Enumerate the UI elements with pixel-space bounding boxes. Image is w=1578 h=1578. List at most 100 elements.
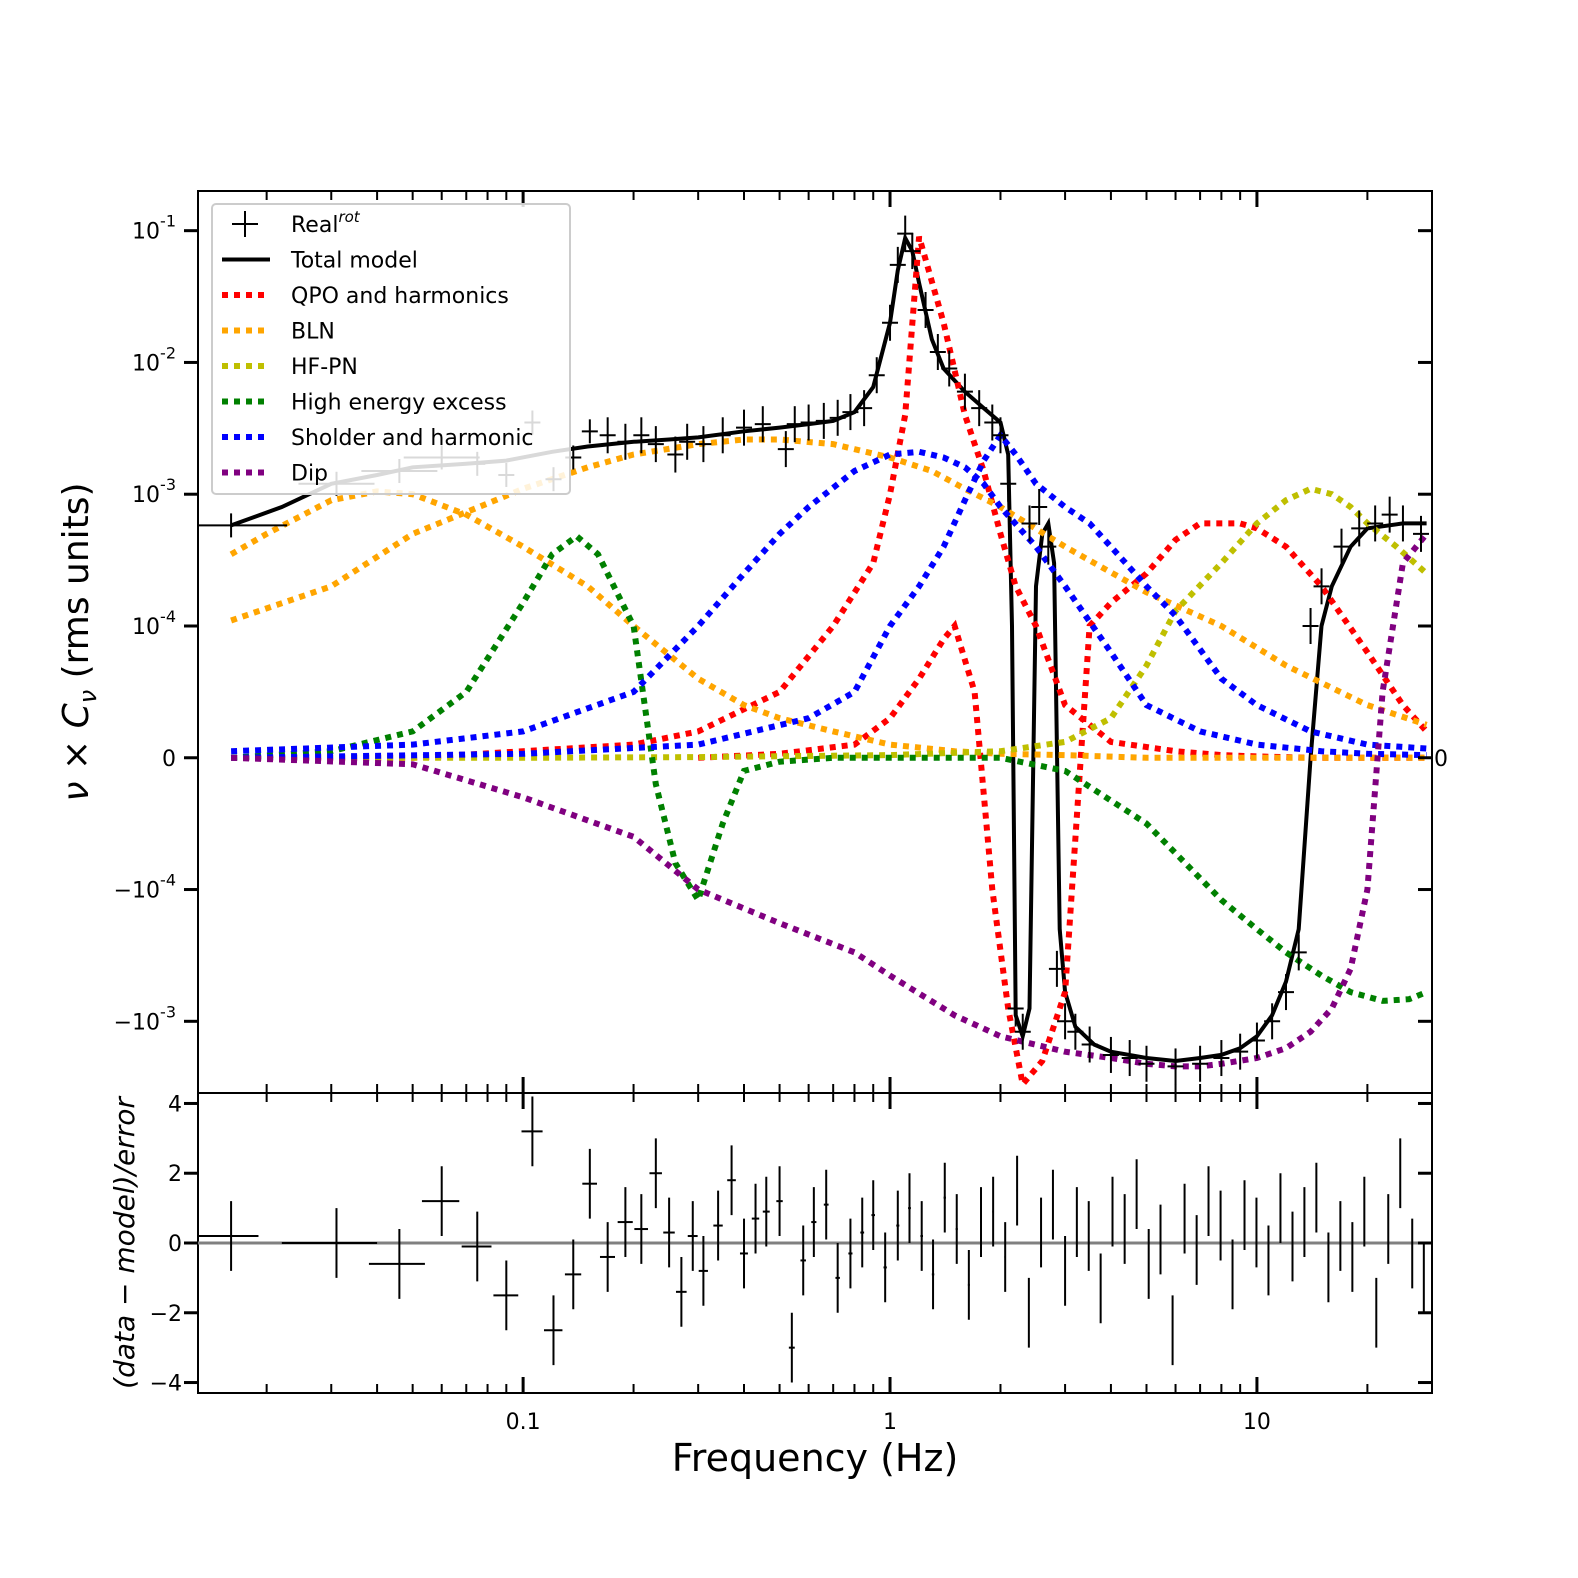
data-point: [1248, 1022, 1265, 1059]
data-point: [1138, 1045, 1155, 1082]
residual-point: [1087, 1201, 1090, 1271]
data-point: [941, 350, 958, 387]
data-point: [956, 373, 973, 410]
residual-point: [931, 1239, 935, 1310]
residual-y-tick-label: −2: [150, 1302, 182, 1327]
legend-label: Realrot: [291, 208, 361, 238]
y-tick-label-exp: -4: [160, 607, 176, 626]
data-point: [868, 357, 885, 394]
x-tick-label: 10: [1243, 1410, 1271, 1435]
data-point: [633, 417, 650, 454]
residual-point: [823, 1169, 829, 1240]
residual-point: [788, 1312, 795, 1383]
residual-point: [1027, 1277, 1030, 1348]
y-tick-label-base: 10: [132, 351, 160, 376]
data-point: [842, 394, 859, 431]
y-tick-label-exp: -3: [160, 475, 176, 494]
residual-point: [1075, 1187, 1078, 1257]
data-point: [647, 426, 664, 463]
data-point: [1067, 1013, 1084, 1050]
residual-point: [461, 1211, 492, 1282]
y-tick-label: 10-1: [132, 212, 176, 245]
legend-item: HF-PN: [222, 355, 358, 380]
residual-point: [980, 1187, 983, 1257]
x-axis-title: Frequency (Hz): [672, 1436, 959, 1480]
data-point: [984, 404, 1001, 441]
residual-point: [776, 1166, 783, 1237]
residual-point: [908, 1173, 911, 1243]
data-point: [829, 399, 846, 436]
residual-y-tick-label: 2: [168, 1162, 182, 1187]
residual-point: [1051, 1169, 1054, 1240]
data-point: [971, 390, 988, 427]
residual-point: [860, 1197, 865, 1268]
data-point: [754, 406, 771, 443]
residual-point: [698, 1236, 708, 1306]
data-point: [1302, 607, 1319, 644]
data-point: [786, 406, 803, 443]
data-point: [1367, 505, 1384, 542]
legend-item: Dip: [222, 462, 328, 487]
residual-y-tick-label: 4: [168, 1092, 182, 1117]
ylabel-times: ×: [56, 728, 97, 781]
ylabel-nu: ν: [56, 781, 97, 801]
residual-point: [564, 1239, 582, 1310]
data-point: [667, 436, 684, 473]
residual-point: [543, 1295, 563, 1366]
residual-point: [421, 1166, 460, 1237]
x-tick-label: 1: [883, 1410, 897, 1435]
data-point: [679, 423, 696, 460]
data-point: [1081, 1026, 1098, 1063]
data-point: [695, 426, 712, 463]
data-point: [889, 246, 906, 283]
legend-label-sup: rot: [338, 208, 360, 226]
data-point: [1232, 1033, 1249, 1070]
legend-item: Total model: [222, 249, 418, 274]
series-line-3: [698, 520, 1429, 1091]
residual-point: [751, 1183, 760, 1254]
y-tick-label: 10-2: [132, 343, 176, 376]
right-tick-label: 0: [1434, 747, 1448, 772]
residual-point: [1004, 1222, 1007, 1292]
data-point: [1014, 1013, 1031, 1050]
legend-item: Sholder and harmonic: [222, 426, 534, 451]
main-y-axis-title: ν × Cν (rms units): [56, 482, 102, 801]
legend-label: Sholder and harmonic: [291, 426, 534, 451]
residual-point: [1016, 1155, 1019, 1226]
residual-point: [1183, 1183, 1186, 1254]
data-point: [198, 513, 288, 538]
legend: Realrot Total model QPO and harmonics BLN HF…: [211, 203, 571, 495]
residual-point: [599, 1222, 615, 1292]
data-point: [617, 423, 634, 460]
data-point: [1277, 974, 1294, 1011]
y-tick-label-exp: -4: [160, 871, 176, 890]
ylabel-c: C: [56, 702, 97, 728]
data-point: [736, 409, 753, 446]
data-point: [1290, 934, 1307, 971]
residual-point: [992, 1176, 995, 1247]
residual-point: [727, 1145, 736, 1216]
y-tick-label: −10-3: [114, 1002, 176, 1035]
data-point: [929, 334, 946, 371]
series-line-5: [230, 436, 1428, 728]
series-line-8: [230, 448, 1427, 759]
legend-label: Total model: [290, 249, 418, 274]
residual-panel: 4 2 0 −2 −4 0.1 1 10 Frequency (Hz) (data − model…: [108, 1092, 1433, 1480]
series-line-7: [230, 532, 1428, 1004]
data-point: [882, 304, 899, 341]
data-point: [904, 233, 921, 270]
ylabel-rest: (rms units): [56, 482, 97, 689]
y-tick-label-exp: -3: [160, 1002, 176, 1021]
main-panel: 10-110-210-310-40−10-4−10-30ν × Cν (rms …: [56, 190, 1448, 1393]
data-point: [1000, 465, 1017, 502]
residual-point: [896, 1190, 900, 1261]
residual-point: [1064, 1236, 1067, 1306]
legend-item: Realrot: [232, 208, 361, 238]
data-point: [856, 390, 873, 427]
data-point: [1351, 510, 1368, 547]
data-point: [1313, 568, 1330, 605]
data-point: [1102, 1036, 1119, 1073]
data-point: [917, 292, 934, 329]
residual-point: [493, 1260, 519, 1331]
